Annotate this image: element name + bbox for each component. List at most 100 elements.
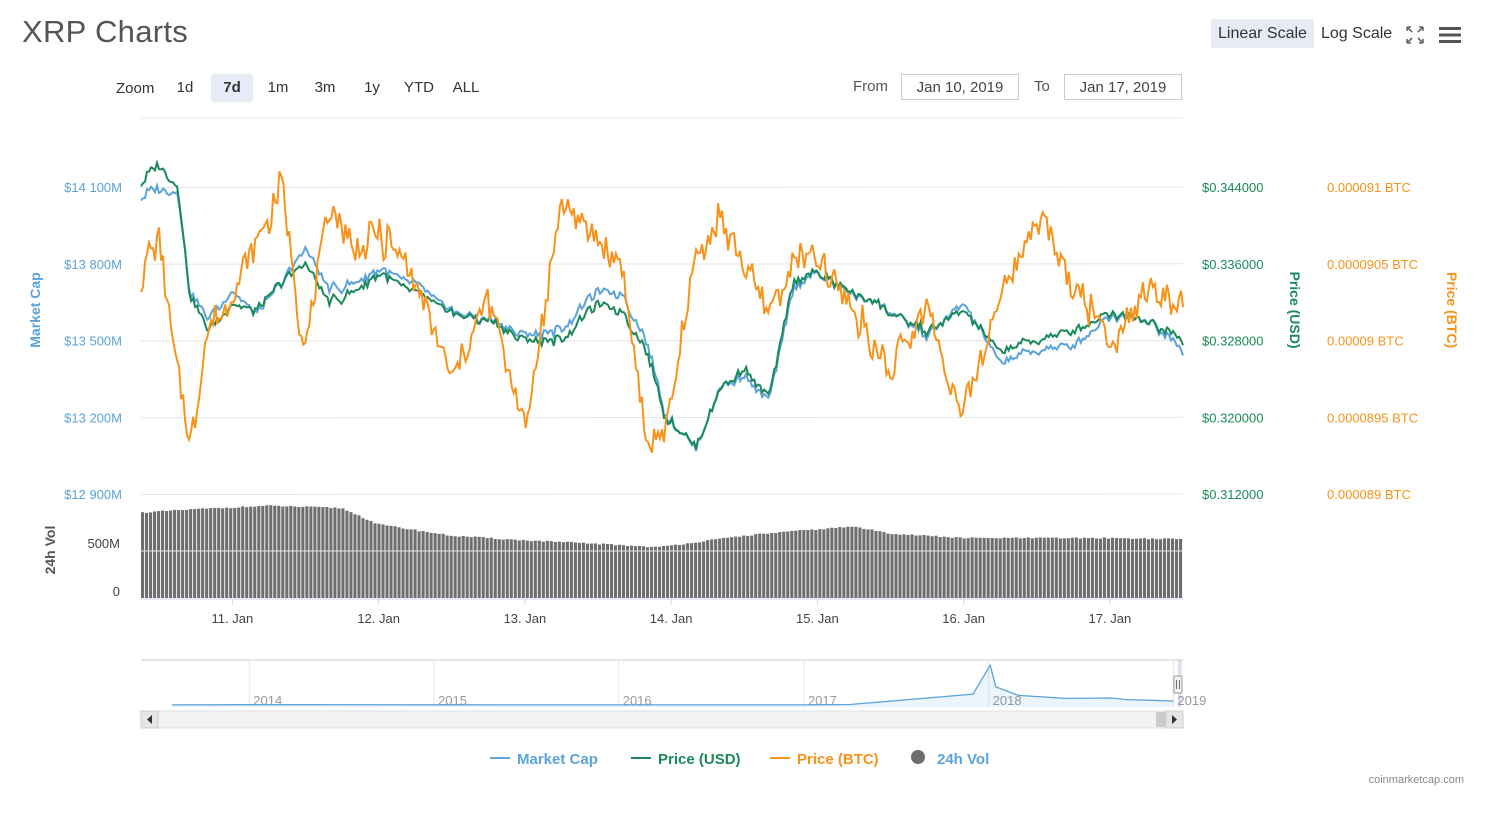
volume-bar bbox=[653, 546, 658, 598]
volume-bar bbox=[173, 509, 177, 598]
volume-bar bbox=[421, 530, 425, 598]
volume-bar bbox=[1158, 539, 1163, 598]
volume-bar bbox=[409, 529, 413, 598]
volume-bar bbox=[277, 505, 281, 598]
legend-item-24h-vol[interactable]: 24h Vol bbox=[911, 750, 989, 768]
volume-bar bbox=[758, 533, 762, 598]
volume-bar bbox=[373, 523, 377, 598]
volume-bar bbox=[185, 509, 189, 598]
scrollbar-track[interactable] bbox=[140, 710, 1184, 729]
volume-bar bbox=[509, 539, 513, 598]
volume-bar bbox=[237, 507, 241, 598]
volume-bar bbox=[453, 536, 457, 598]
volume-bar bbox=[838, 527, 842, 598]
x-tick-label: 15. Jan bbox=[796, 611, 839, 626]
volume-bar bbox=[393, 526, 397, 598]
volume-bar bbox=[597, 544, 601, 598]
volume-bar bbox=[241, 506, 245, 598]
volume-bar bbox=[1042, 537, 1046, 598]
volume-bar bbox=[710, 539, 714, 598]
legend-item-price-btc[interactable]: Price (BTC) bbox=[770, 751, 879, 768]
zoom-button-1y[interactable]: 1y bbox=[364, 79, 380, 96]
volume-bar bbox=[886, 533, 890, 598]
volume-bar bbox=[601, 543, 605, 598]
volume-bar bbox=[369, 521, 373, 598]
grid-lines bbox=[140, 117, 1184, 495]
scrollbar-thumb[interactable] bbox=[1156, 712, 1166, 727]
zoom-button-7d[interactable]: 7d bbox=[211, 74, 253, 102]
volume-bar bbox=[177, 510, 181, 598]
navigator-tick-label: 2019 bbox=[1177, 693, 1206, 708]
market-cap-tick-label: $13 200M bbox=[64, 410, 122, 425]
volume-bar bbox=[189, 509, 193, 598]
volume-bar bbox=[621, 545, 626, 598]
volume-bar bbox=[962, 538, 966, 598]
volume-bar bbox=[169, 510, 173, 598]
legend-item-price-usd[interactable]: Price (USD) bbox=[631, 751, 741, 768]
zoom-button-all[interactable]: ALL bbox=[452, 79, 480, 96]
volume-bar bbox=[718, 538, 722, 598]
x-tick-label: 12. Jan bbox=[357, 611, 400, 626]
volume-bar bbox=[890, 534, 894, 598]
volume-bar bbox=[862, 528, 866, 598]
volume-bar bbox=[493, 539, 497, 598]
navigator-handle[interactable] bbox=[1173, 675, 1183, 694]
volume-bar bbox=[201, 508, 205, 598]
volume-bar bbox=[1150, 538, 1155, 598]
price-usd-axis: $0.344000 $0.336000 $0.328000 $0.320000 $0.3… bbox=[1202, 180, 1303, 502]
legend-circle-symbol bbox=[911, 750, 925, 764]
volume-bar bbox=[990, 538, 994, 598]
market-cap-tick-label: $14 100M bbox=[64, 180, 122, 195]
market-cap-axis-title: Market Cap bbox=[27, 272, 43, 347]
volume-bar bbox=[950, 537, 954, 598]
volume-bar bbox=[561, 542, 565, 598]
zoom-button-1d[interactable]: 1d bbox=[176, 79, 194, 96]
navigator[interactable]: 201420152016201720182019 bbox=[140, 659, 1206, 729]
volume-bar bbox=[822, 529, 826, 598]
legend-label: Market Cap bbox=[517, 751, 598, 768]
volume-bar bbox=[766, 533, 770, 598]
volume-bar bbox=[854, 526, 858, 598]
price-usd-tick-label: $0.328000 bbox=[1202, 334, 1263, 349]
from-date-input[interactable]: Jan 10, 2019 bbox=[901, 74, 1019, 100]
volume-bar bbox=[213, 507, 217, 598]
volume-bar bbox=[870, 529, 874, 598]
volume-bar bbox=[894, 534, 898, 598]
volume-bar bbox=[525, 540, 529, 598]
volume-bar bbox=[305, 506, 309, 598]
volume-bar bbox=[774, 532, 778, 598]
volume-bar bbox=[1118, 538, 1122, 598]
price-btc-tick-label: 0.0000895 BTC bbox=[1327, 410, 1418, 425]
volume-bar bbox=[381, 524, 385, 598]
hamburger-menu-icon[interactable] bbox=[1438, 25, 1462, 45]
volume-bar bbox=[1110, 537, 1114, 598]
zoom-button-3m[interactable]: 3m bbox=[314, 79, 336, 96]
price-btc-tick-label: 0.00009 BTC bbox=[1327, 334, 1404, 349]
volume-bar bbox=[209, 508, 213, 598]
volume-bar bbox=[613, 545, 618, 598]
volume-bar bbox=[145, 512, 149, 598]
zoom-button-1m[interactable]: 1m bbox=[267, 79, 289, 96]
volume-bar bbox=[457, 536, 461, 598]
credit-link[interactable]: coinmarketcap.com bbox=[1368, 774, 1464, 786]
zoom-button-ytd[interactable]: YTD bbox=[404, 79, 434, 96]
to-date-input[interactable]: Jan 17, 2019 bbox=[1064, 74, 1182, 100]
from-label: From bbox=[853, 78, 888, 95]
volume-bar bbox=[998, 538, 1002, 598]
fullscreen-icon[interactable] bbox=[1405, 25, 1425, 45]
legend-item-market-cap[interactable]: Market Cap bbox=[490, 751, 598, 768]
log-scale-button[interactable]: Log Scale bbox=[1321, 25, 1393, 42]
volume-bar bbox=[1058, 538, 1062, 598]
volume-bar bbox=[1082, 537, 1086, 598]
volume-bar bbox=[629, 545, 634, 598]
volume-bars bbox=[141, 505, 1183, 598]
volume-bar bbox=[533, 540, 537, 598]
volume-bar bbox=[581, 542, 585, 598]
volume-bar bbox=[1166, 538, 1171, 598]
volume-bar bbox=[473, 536, 477, 598]
volume-bar bbox=[657, 546, 662, 598]
legend-label: Price (BTC) bbox=[797, 751, 879, 768]
linear-scale-button[interactable]: Linear Scale bbox=[1211, 19, 1314, 48]
volume-bar bbox=[690, 543, 694, 598]
volume-bar bbox=[1134, 538, 1139, 598]
